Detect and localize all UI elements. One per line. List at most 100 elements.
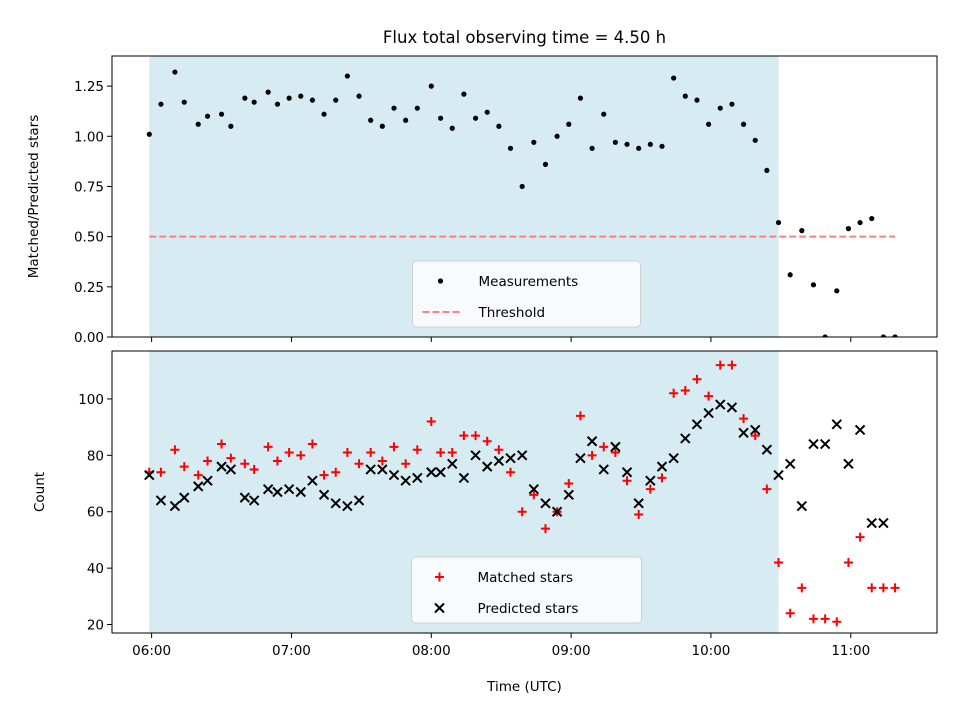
measurements-point xyxy=(391,105,397,111)
measurements-point xyxy=(880,334,886,337)
legend-label-threshold: Threshold xyxy=(478,305,546,321)
matched-stars-point xyxy=(540,524,550,534)
y-tick-label: 0.25 xyxy=(74,280,104,296)
legend-label-predicted-stars: Predicted stars xyxy=(478,601,579,617)
predicted-stars-point xyxy=(633,498,644,509)
measurements-point xyxy=(775,219,782,226)
matched-stars-point xyxy=(808,614,818,624)
x-axis-label: Time (UTC) xyxy=(486,679,562,695)
predicted-stars-point xyxy=(435,467,446,478)
measurements-point xyxy=(438,115,444,121)
predicted-stars-point xyxy=(262,483,274,495)
matched-stars-point xyxy=(331,467,341,477)
matched-stars-point xyxy=(284,448,294,458)
measurements-point xyxy=(764,167,770,174)
predicted-stars-point xyxy=(761,444,773,455)
predicted-stars-point xyxy=(726,402,738,413)
x-tick-label: 08:00 xyxy=(412,643,451,659)
y-tick-label: 0.75 xyxy=(74,179,104,195)
matched-stars-point xyxy=(564,479,574,489)
matched-stars-point xyxy=(704,391,714,401)
predicted-stars-point xyxy=(575,452,586,464)
measurements-point xyxy=(298,93,304,99)
matched-stars-point xyxy=(263,442,273,452)
predicted-stars-point xyxy=(169,500,181,512)
predicted-stars-point xyxy=(493,455,505,467)
predicted-stars-point xyxy=(377,464,388,475)
measurements-point xyxy=(869,215,875,222)
matched-stars-point xyxy=(217,439,227,449)
matched-stars-point xyxy=(622,476,632,486)
predicted-stars-point xyxy=(330,498,341,509)
predicted-stars-point xyxy=(458,472,470,484)
matched-stars-point xyxy=(867,583,877,593)
plot-area xyxy=(146,69,898,337)
legend-label-measurements: Measurements xyxy=(479,274,579,290)
predicted-stars-point xyxy=(412,472,423,484)
matched-stars-point xyxy=(459,431,469,441)
measurements-point xyxy=(218,111,225,117)
measurements-point xyxy=(496,123,502,129)
predicted-stars-point xyxy=(388,469,400,481)
predicted-stars-point xyxy=(318,489,330,501)
matched-stars-point xyxy=(272,456,282,466)
measurements-point xyxy=(822,334,828,337)
measurements-point xyxy=(810,282,817,288)
measurements-point xyxy=(309,97,316,103)
matched-stars-point xyxy=(156,467,166,477)
matched-stars-point xyxy=(529,490,539,500)
predicted-stars-point xyxy=(342,500,353,512)
measurements-point xyxy=(172,69,178,75)
measurements-point xyxy=(612,139,618,145)
predicted-stars-point xyxy=(598,464,609,475)
legend-box xyxy=(412,260,641,328)
predicted-stars-point xyxy=(216,461,227,472)
predicted-stars-point xyxy=(470,450,481,461)
matched-stars-point xyxy=(820,614,830,624)
matched-stars-point xyxy=(482,436,492,446)
predicted-stars-point xyxy=(831,419,842,430)
measurements-point xyxy=(461,91,467,97)
y-tick-label: 0.50 xyxy=(74,230,104,246)
matched-stars-point xyxy=(575,411,585,421)
x-tick-label: 06:00 xyxy=(132,643,171,659)
y-tick-label: 100 xyxy=(78,392,104,408)
matched-stars-point xyxy=(366,448,376,458)
measurements-point xyxy=(717,105,723,111)
predicted-stars-point xyxy=(144,469,155,481)
predicted-stars-point xyxy=(610,441,621,453)
matched-stars-point xyxy=(426,417,436,426)
measurements-point xyxy=(554,133,560,139)
predicted-stars-point xyxy=(854,424,866,436)
matched-stars-point xyxy=(843,558,853,567)
y-tick-label: 80 xyxy=(87,448,104,464)
y-tick-label: 40 xyxy=(87,561,104,577)
matched-stars-point xyxy=(727,360,737,370)
matched-stars-point xyxy=(226,453,236,463)
matched-stars-point xyxy=(774,558,784,567)
legend: Measurements Threshold xyxy=(412,260,641,328)
measurements-point xyxy=(251,99,257,105)
matched-stars-point xyxy=(832,617,842,627)
measurements-point xyxy=(729,101,735,107)
predicted-stars-point xyxy=(193,481,204,492)
legend-swatch-predicted-stars xyxy=(434,602,445,614)
plot-area xyxy=(144,360,900,627)
x-tick-label: 07:00 xyxy=(272,643,311,659)
x-tick-label: 11:00 xyxy=(831,643,870,659)
matched-stars-point xyxy=(587,450,597,460)
matched-stars-point xyxy=(750,431,760,441)
matched-stars-point xyxy=(389,442,399,452)
matched-stars-point xyxy=(179,462,189,472)
matched-stars-point xyxy=(401,459,411,469)
measurements-point xyxy=(403,117,409,123)
matched-stars-point xyxy=(785,608,795,618)
measurements-point xyxy=(694,97,700,103)
measurements-point xyxy=(274,101,281,107)
y-tick-label: 1.00 xyxy=(74,129,104,145)
measurements-point xyxy=(845,226,852,232)
matched-stars-point xyxy=(680,385,690,395)
measurements-point xyxy=(333,97,339,103)
predicted-stars-point xyxy=(540,498,551,509)
measurements-point xyxy=(671,75,677,81)
